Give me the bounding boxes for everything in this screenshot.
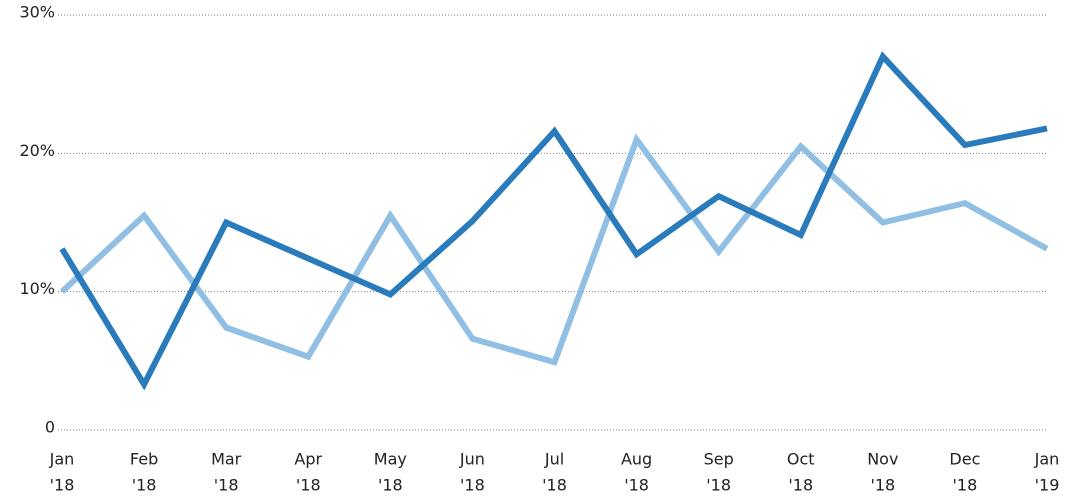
x-tick-label: Jan <box>49 450 75 469</box>
x-tick-label: Jan <box>1034 450 1060 469</box>
line-series <box>59 51 1048 391</box>
x-tick-label: '18 <box>214 476 239 495</box>
x-tick-label: '18 <box>624 476 649 495</box>
x-tick-label: '18 <box>50 476 75 495</box>
x-tick-label: Aug <box>621 450 652 469</box>
x-tick-label: '18 <box>378 476 403 495</box>
x-tick-label: '18 <box>460 476 485 495</box>
x-tick-label: '18 <box>132 476 157 495</box>
y-tick-label: 10% <box>19 279 55 298</box>
line-series <box>59 133 1049 366</box>
x-tick-label: Dec <box>949 450 980 469</box>
x-tick-label: Feb <box>130 450 158 469</box>
x-tick-label: Sep <box>704 450 734 469</box>
x-tick-label: Oct <box>787 450 815 469</box>
x-tick-label: Mar <box>211 450 242 469</box>
y-tick-label: 20% <box>19 141 55 160</box>
x-tick-label: '18 <box>870 476 895 495</box>
x-tick-label: '18 <box>953 476 978 495</box>
x-tick-label: '18 <box>296 476 321 495</box>
x-tick-label: '18 <box>542 476 567 495</box>
y-tick-label: 30% <box>19 3 55 22</box>
x-tick-label: Jun <box>459 450 485 469</box>
x-tick-label: Apr <box>294 450 322 469</box>
y-tick-label: 0 <box>45 418 55 437</box>
x-tick-label: '18 <box>706 476 731 495</box>
x-tick-label: Nov <box>867 450 898 469</box>
x-tick-label: May <box>374 450 407 469</box>
x-tick-label: '19 <box>1035 476 1060 495</box>
x-tick-label: '18 <box>788 476 813 495</box>
x-tick-label: Jul <box>544 450 564 469</box>
